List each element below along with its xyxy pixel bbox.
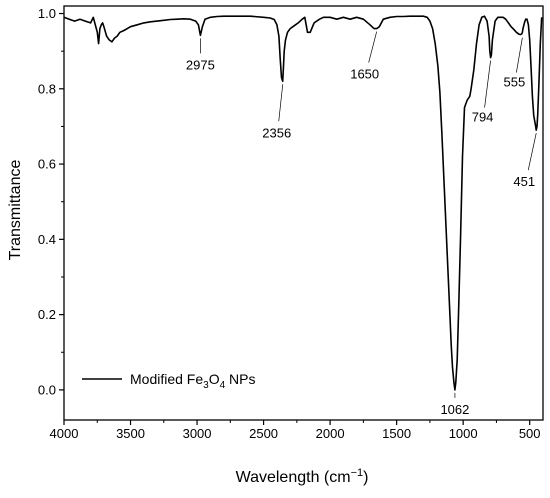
annotation-label-555: 555 xyxy=(504,75,526,90)
x-tick-label-500: 500 xyxy=(519,426,541,441)
annotation-label-1650: 1650 xyxy=(350,67,379,82)
legend-suffix: NPs xyxy=(225,371,255,387)
series-group xyxy=(63,15,543,391)
annotation-label-451: 451 xyxy=(513,174,535,189)
annotation-label-1062: 1062 xyxy=(440,402,469,417)
y-axis: 0.0 0.2 0.4 0.6 0.8 1.0 xyxy=(38,6,64,397)
x-tick-label-2500: 2500 xyxy=(249,426,278,441)
legend-sub1: 3 xyxy=(203,380,209,391)
legend-prefix: Modified Fe xyxy=(130,371,203,387)
legend-mid: O xyxy=(209,371,220,387)
legend-sub2: 4 xyxy=(220,380,226,391)
x-axis-title: Wavelength (cm−1) xyxy=(236,467,369,486)
annotation-label-2975: 2975 xyxy=(186,57,215,72)
x-axis-title-main: Wavelength (cm xyxy=(236,469,351,486)
annotation-leader-2356 xyxy=(278,84,284,122)
y-tick-label-0.6: 0.6 xyxy=(38,157,56,172)
x-tick-label-1500: 1500 xyxy=(382,426,411,441)
plot-frame xyxy=(63,5,544,421)
annotation-group: 2975 2356 1650 1062 794 555 451 xyxy=(186,31,537,417)
x-tick-label-3000: 3000 xyxy=(183,426,212,441)
annotation-leader-794 xyxy=(484,60,491,108)
x-tick-label-1000: 1000 xyxy=(449,426,478,441)
y-tick-label-0.8: 0.8 xyxy=(38,81,56,96)
x-axis-title-sup: −1 xyxy=(351,467,364,479)
annotation-leader-555 xyxy=(516,37,523,73)
annotation-label-794: 794 xyxy=(472,110,494,125)
series-line-0 xyxy=(63,15,543,391)
y-tick-label-0.4: 0.4 xyxy=(38,232,56,247)
annotation-leader-451 xyxy=(527,133,537,171)
x-tick-label-2000: 2000 xyxy=(316,426,345,441)
annotation-leader-1650 xyxy=(368,31,378,63)
x-axis: 4000 3500 3000 2500 2000 1500 1000 500 xyxy=(50,420,541,441)
y-tick-label-0.2: 0.2 xyxy=(38,307,56,322)
annotation-label-2356: 2356 xyxy=(262,125,291,140)
x-axis-title-close: ) xyxy=(363,469,368,486)
x-tick-label-3500: 3500 xyxy=(116,426,145,441)
y-axis-title: Transmittance xyxy=(7,160,24,261)
legend-label: Modified Fe3O4 NPs xyxy=(130,371,256,391)
y-tick-label-1.0: 1.0 xyxy=(38,6,56,21)
y-tick-label-0.0: 0.0 xyxy=(38,382,56,397)
legend: Modified Fe3O4 NPs xyxy=(82,371,256,391)
x-tick-label-4000: 4000 xyxy=(50,426,79,441)
